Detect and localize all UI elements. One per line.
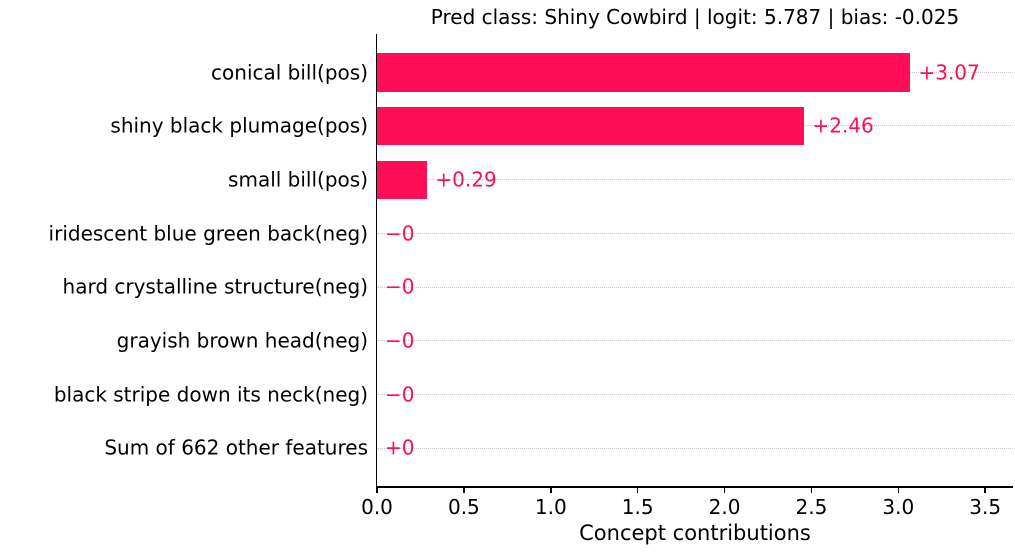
x-tick-label: 1.0 [534, 495, 567, 519]
x-tick-label: 3.0 [882, 495, 915, 519]
bar-value-label: −0 [385, 221, 415, 246]
x-tick-label: 3.5 [969, 495, 1002, 519]
bar-value-label: +0.29 [435, 167, 497, 192]
x-tick-label: 2.0 [708, 495, 741, 519]
gridline [377, 179, 1013, 181]
x-tick-label: 1.5 [621, 495, 654, 519]
x-tick-mark [636, 487, 639, 493]
x-tick-mark [897, 487, 900, 493]
x-tick-label: 0.5 [447, 495, 480, 519]
plot-area: +3.07 +2.46 +0.29 −0 −0 −0 −0 +0 [377, 34, 1013, 486]
gridline [377, 232, 1013, 234]
x-tick-mark [810, 487, 813, 493]
bar-value-label: +2.46 [812, 113, 874, 138]
category-label: grayish brown head(neg) [116, 328, 368, 353]
x-tick-mark [463, 487, 465, 493]
y-axis-spine [375, 34, 377, 487]
bar-value-label: +3.07 [918, 60, 980, 85]
category-label: small bill(pos) [228, 167, 368, 192]
x-tick-mark [550, 487, 552, 493]
gridline [377, 393, 1013, 395]
category-label: shiny black plumage(pos) [110, 113, 368, 138]
category-label: conical bill(pos) [211, 60, 368, 85]
x-tick-label: 0.0 [361, 495, 393, 519]
bar [377, 53, 911, 92]
x-tick-label: 2.5 [795, 495, 828, 519]
bar [377, 106, 805, 146]
bar-value-label: −0 [385, 328, 415, 353]
x-axis-label: Concept contributions [579, 521, 811, 545]
bar-value-label: −0 [385, 274, 415, 299]
category-label: hard crystalline structure(neg) [62, 274, 368, 299]
bar-value-label: −0 [385, 382, 415, 407]
x-tick-mark [984, 487, 986, 493]
x-tick-mark [376, 487, 378, 493]
category-label: iridescent blue green back(neg) [48, 221, 368, 246]
category-label: Sum of 662 other features [104, 435, 368, 460]
category-label: black stripe down its neck(neg) [53, 382, 368, 407]
gridline [377, 286, 1013, 288]
gridline [377, 447, 1013, 449]
x-tick-mark [723, 487, 726, 493]
bar-value-label: +0 [385, 435, 415, 460]
x-axis-spine [375, 486, 1013, 488]
gridline [377, 340, 1013, 342]
chart-title: Pred class: Shiny Cowbird | logit: 5.787… [430, 5, 960, 29]
bar [377, 160, 428, 200]
